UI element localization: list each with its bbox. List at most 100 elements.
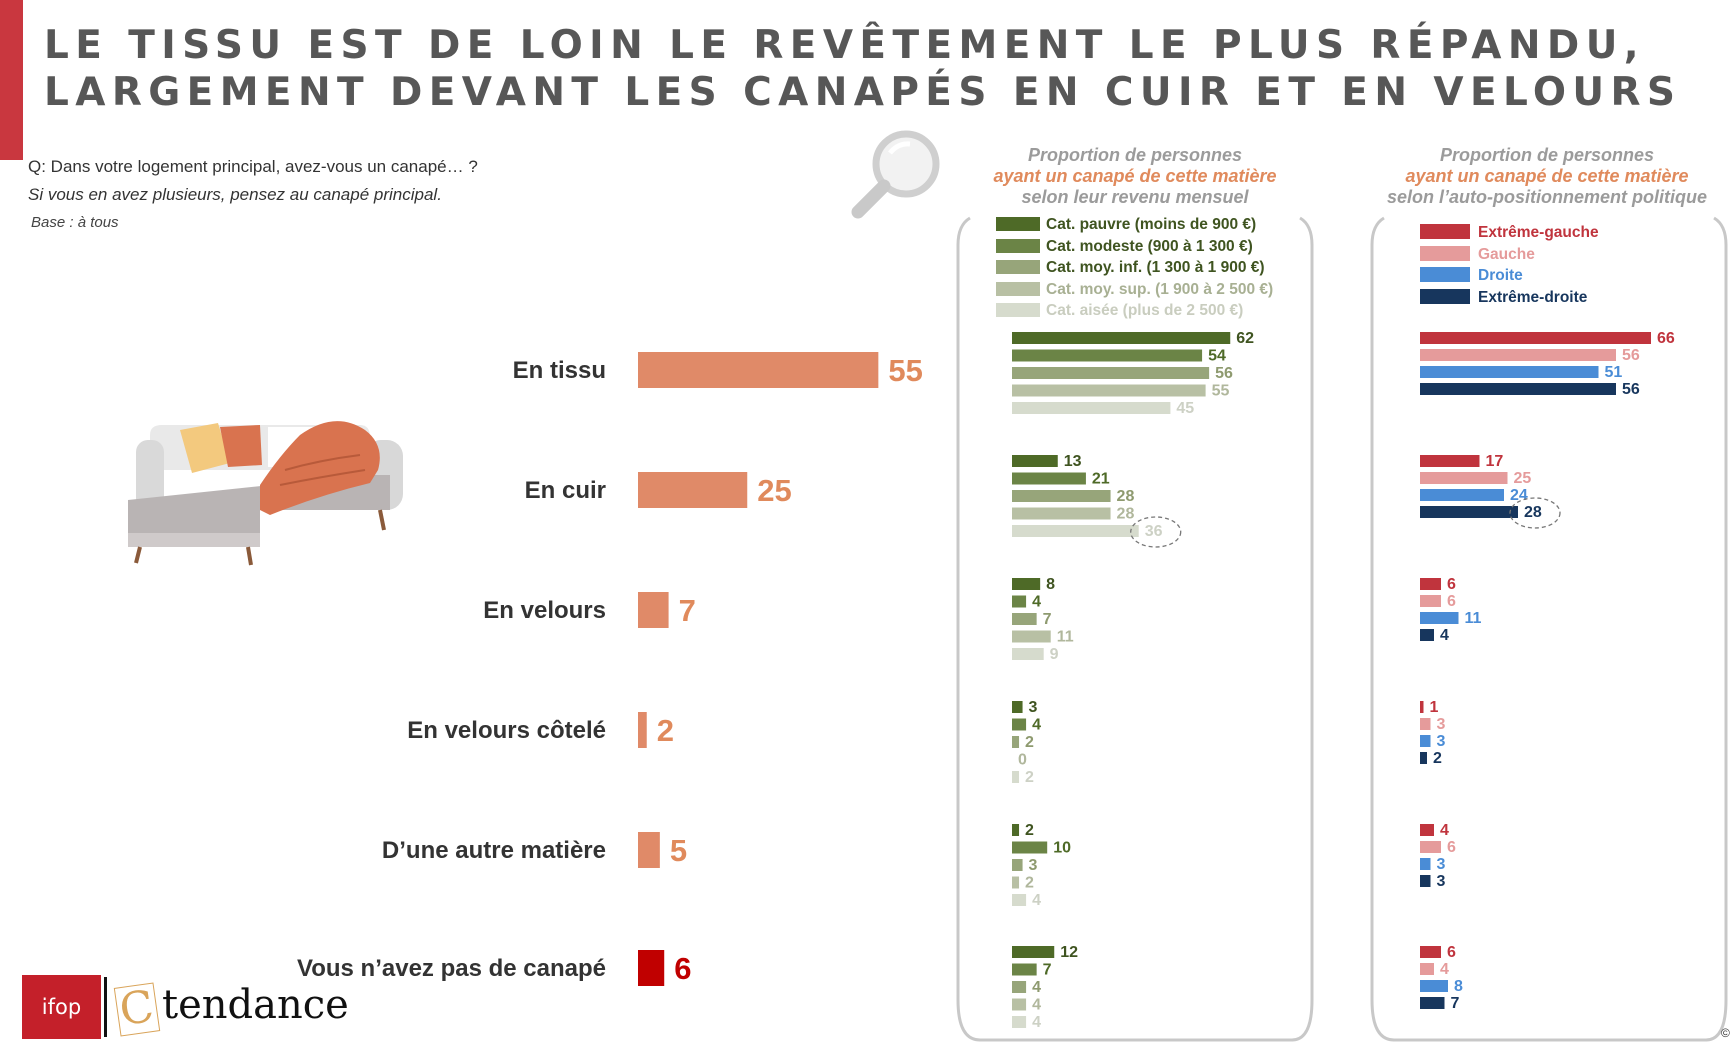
income-value: 8 <box>1046 576 1055 593</box>
income-panel-frame <box>956 216 1314 1042</box>
title-line-2: LARGEMENT DEVANT LES CANAPÉS EN CUIR ET … <box>44 70 1682 115</box>
politics-bar <box>1420 997 1445 1009</box>
legend-label: Cat. pauvre (moins de 900 €) <box>1046 216 1257 233</box>
income-bar <box>1012 771 1020 783</box>
income-value: 4 <box>1032 997 1041 1014</box>
politics-value: 24 <box>1510 487 1528 504</box>
legend-label: Cat. aisée (plus de 2 500 €) <box>1046 302 1244 319</box>
income-value: 4 <box>1032 892 1041 909</box>
main-bar <box>638 950 665 986</box>
politics-value: 66 <box>1657 330 1675 347</box>
main-bar <box>638 592 669 628</box>
politics-value: 25 <box>1514 470 1532 487</box>
politics-panel-frame <box>1370 216 1728 1042</box>
politics-value: 56 <box>1622 381 1640 398</box>
cushion-yellow <box>180 423 230 473</box>
legend-swatch <box>1420 267 1470 282</box>
politics-bar <box>1420 489 1504 501</box>
income-bar <box>1012 718 1027 731</box>
politics-value: 3 <box>1437 716 1446 733</box>
legend-swatch <box>1420 224 1470 239</box>
income-bar <box>1012 876 1020 889</box>
income-bar <box>1012 701 1023 713</box>
politics-bar <box>1420 332 1651 344</box>
income-value: 36 <box>1145 523 1163 540</box>
income-bar <box>1012 578 1041 590</box>
politics-value: 11 <box>1465 610 1482 627</box>
politics-bar <box>1420 735 1431 747</box>
income-bar <box>1012 349 1203 362</box>
politics-bar <box>1420 752 1427 764</box>
sofa-base <box>128 533 260 547</box>
income-bar <box>1012 981 1027 993</box>
legend-swatch <box>996 260 1040 274</box>
question-note: Si vous en avez plusieurs, pensez au can… <box>28 185 442 204</box>
title-line-1: LE TISSU EST DE LOIN LE REVÊTEMENT LE PL… <box>44 23 1645 68</box>
income-bar <box>1012 490 1111 502</box>
throw-blanket <box>260 421 380 515</box>
ctendance-logo-letter: C <box>116 980 157 1037</box>
politics-highlight-circle <box>1509 497 1561 529</box>
income-bar <box>1012 824 1020 836</box>
main-bar-value: 6 <box>674 951 691 986</box>
question-text: Q: Dans votre logement principal, avez-v… <box>28 157 478 176</box>
income-legend: Cat. pauvre (moins de 900 €) Cat. modest… <box>996 215 1306 325</box>
income-value: 28 <box>1117 506 1135 523</box>
sofa-leg <box>246 546 253 566</box>
category-label: En velours côtelé <box>407 717 606 744</box>
income-value: 10 <box>1053 840 1071 857</box>
politics-bar <box>1420 841 1441 853</box>
politics-bar <box>1420 946 1441 958</box>
income-bar <box>1012 332 1231 344</box>
category-label: Vous n’avez pas de canapé <box>297 955 606 982</box>
income-bar <box>1012 648 1044 660</box>
politics-bar <box>1420 980 1448 992</box>
income-title-line-1: Proportion de personnes <box>1027 145 1243 165</box>
income-bar <box>1012 841 1048 854</box>
category-label: En tissu <box>513 357 606 384</box>
ifop-logo-text: ifop <box>41 995 82 1019</box>
income-title-line-3: selon leur revenu mensuel <box>1021 187 1249 207</box>
income-value: 2 <box>1025 734 1034 751</box>
income-value: 9 <box>1050 646 1059 663</box>
politics-value: 8 <box>1454 978 1463 995</box>
copyright-mark: © <box>1721 1026 1730 1040</box>
politics-value: 4 <box>1440 961 1449 978</box>
income-value: 4 <box>1032 1014 1041 1031</box>
income-value: 21 <box>1092 471 1110 488</box>
question-base: Base : à tous <box>31 214 119 231</box>
income-value: 13 <box>1064 453 1082 470</box>
sofa-leg <box>378 509 386 531</box>
politics-bar <box>1420 455 1480 467</box>
politics-title-line-2: ayant un canapé de cette matière <box>1405 166 1689 186</box>
legend-label: Droite <box>1478 267 1523 284</box>
category-label: En velours <box>483 597 606 624</box>
politics-bar <box>1420 349 1616 361</box>
sofa-leg <box>134 546 142 564</box>
politics-bar <box>1420 858 1431 870</box>
politics-bar <box>1420 701 1424 713</box>
income-bar <box>1012 1016 1027 1028</box>
politics-bar <box>1420 578 1441 590</box>
income-value: 12 <box>1060 944 1078 961</box>
income-bar <box>1012 859 1023 871</box>
ifop-logo: ifop <box>22 975 101 1039</box>
politics-panel-title: Proportion de personnes ayant un canapé … <box>1362 145 1732 208</box>
politics-value: 7 <box>1451 995 1460 1012</box>
politics-legend-item: Extrême-gauche <box>1420 223 1599 243</box>
politics-bar <box>1420 629 1434 641</box>
legend-label: Cat. modeste (900 à 1 300 €) <box>1046 237 1253 255</box>
legend-swatch <box>996 281 1040 296</box>
income-value: 4 <box>1032 594 1041 611</box>
politics-legend-item: Droite <box>1420 266 1523 286</box>
income-value: 11 <box>1057 629 1074 646</box>
income-bar <box>1012 507 1111 520</box>
income-legend-item: Cat. pauvre (moins de 900 €) <box>996 215 1256 235</box>
magnifier-icon <box>851 130 940 219</box>
legend-label: Cat. moy. inf. (1 300 à 1 900 €) <box>1046 259 1265 276</box>
politics-value: 1 <box>1430 699 1439 716</box>
politics-title-line-3: selon l’auto-positionnement politique <box>1387 187 1707 207</box>
income-value: 2 <box>1025 769 1034 786</box>
